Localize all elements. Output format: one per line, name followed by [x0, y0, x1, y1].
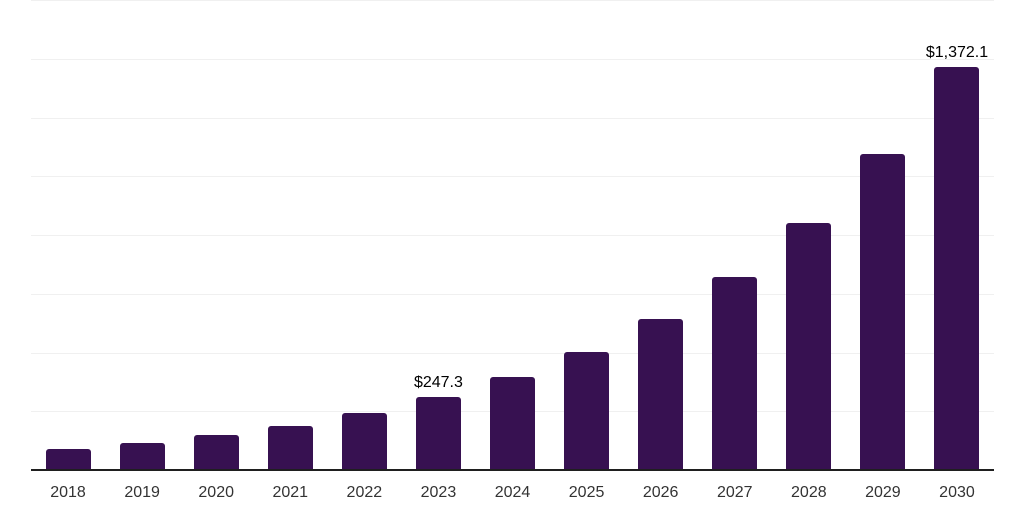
x-tick-2030: 2030 [939, 484, 975, 501]
bar-2020 [193, 435, 239, 470]
bar-column-2024 [475, 0, 549, 470]
x-axis-line [31, 469, 994, 471]
bar-column-2025 [550, 0, 624, 470]
bar-2030 [934, 66, 980, 470]
bar-column-2029 [846, 0, 920, 470]
x-tick-2024: 2024 [494, 484, 531, 501]
gridline [31, 58, 994, 60]
bar-column-2027 [698, 0, 772, 470]
bar-column-2021 [253, 0, 327, 470]
bar-2027 [712, 276, 758, 470]
bar-column-2023: $247.3 [401, 0, 475, 470]
bar-2025 [564, 351, 610, 470]
bar-2021 [267, 425, 313, 470]
bar-2019 [119, 442, 165, 470]
bar-2026 [638, 318, 684, 470]
x-tick-2019: 2019 [124, 484, 160, 501]
bar-column-2028 [772, 0, 846, 470]
x-tick-2021: 2021 [272, 484, 309, 501]
bar-2029 [860, 154, 906, 470]
gridline [31, 235, 994, 236]
x-tick-2025: 2025 [568, 484, 605, 501]
gridline [31, 352, 994, 354]
bar-2018 [45, 448, 91, 470]
bar-column-2018 [31, 0, 105, 470]
bar-column-2020 [179, 0, 253, 470]
bar-column-2022 [327, 0, 401, 470]
x-tick-2018: 2018 [50, 484, 86, 501]
gridline [31, 117, 994, 119]
plot-area: $247.3 $1,372.1 [31, 0, 994, 470]
gridline [31, 176, 994, 178]
x-tick-2022: 2022 [346, 484, 383, 501]
x-tick-2027: 2027 [716, 484, 753, 501]
bar-column-2019 [105, 0, 179, 470]
x-tick-2029: 2029 [865, 484, 901, 501]
bar-column-2030: $1,372.1 [920, 0, 994, 470]
bar-2023 [415, 397, 461, 470]
x-tick-2020: 2020 [198, 484, 234, 501]
bar-2024 [490, 377, 535, 470]
x-tick-2026: 2026 [642, 484, 679, 501]
x-tick-2023: 2023 [420, 484, 457, 501]
data-label-2030: $1,372.1 [925, 43, 989, 61]
bar-2028 [786, 223, 832, 470]
bars-row: $247.3 $1,372.1 [31, 0, 994, 470]
bar-column-2026 [624, 0, 698, 470]
x-tick-2028: 2028 [791, 484, 827, 501]
data-label-2023: $247.3 [413, 374, 463, 392]
bar-2022 [341, 413, 387, 470]
gridline [31, 293, 994, 295]
gridline [31, 0, 994, 1]
x-axis-tick-labels: 2018 2019 2020 2021 2022 2023 2024 2025 2026 2027… [31, 483, 994, 503]
